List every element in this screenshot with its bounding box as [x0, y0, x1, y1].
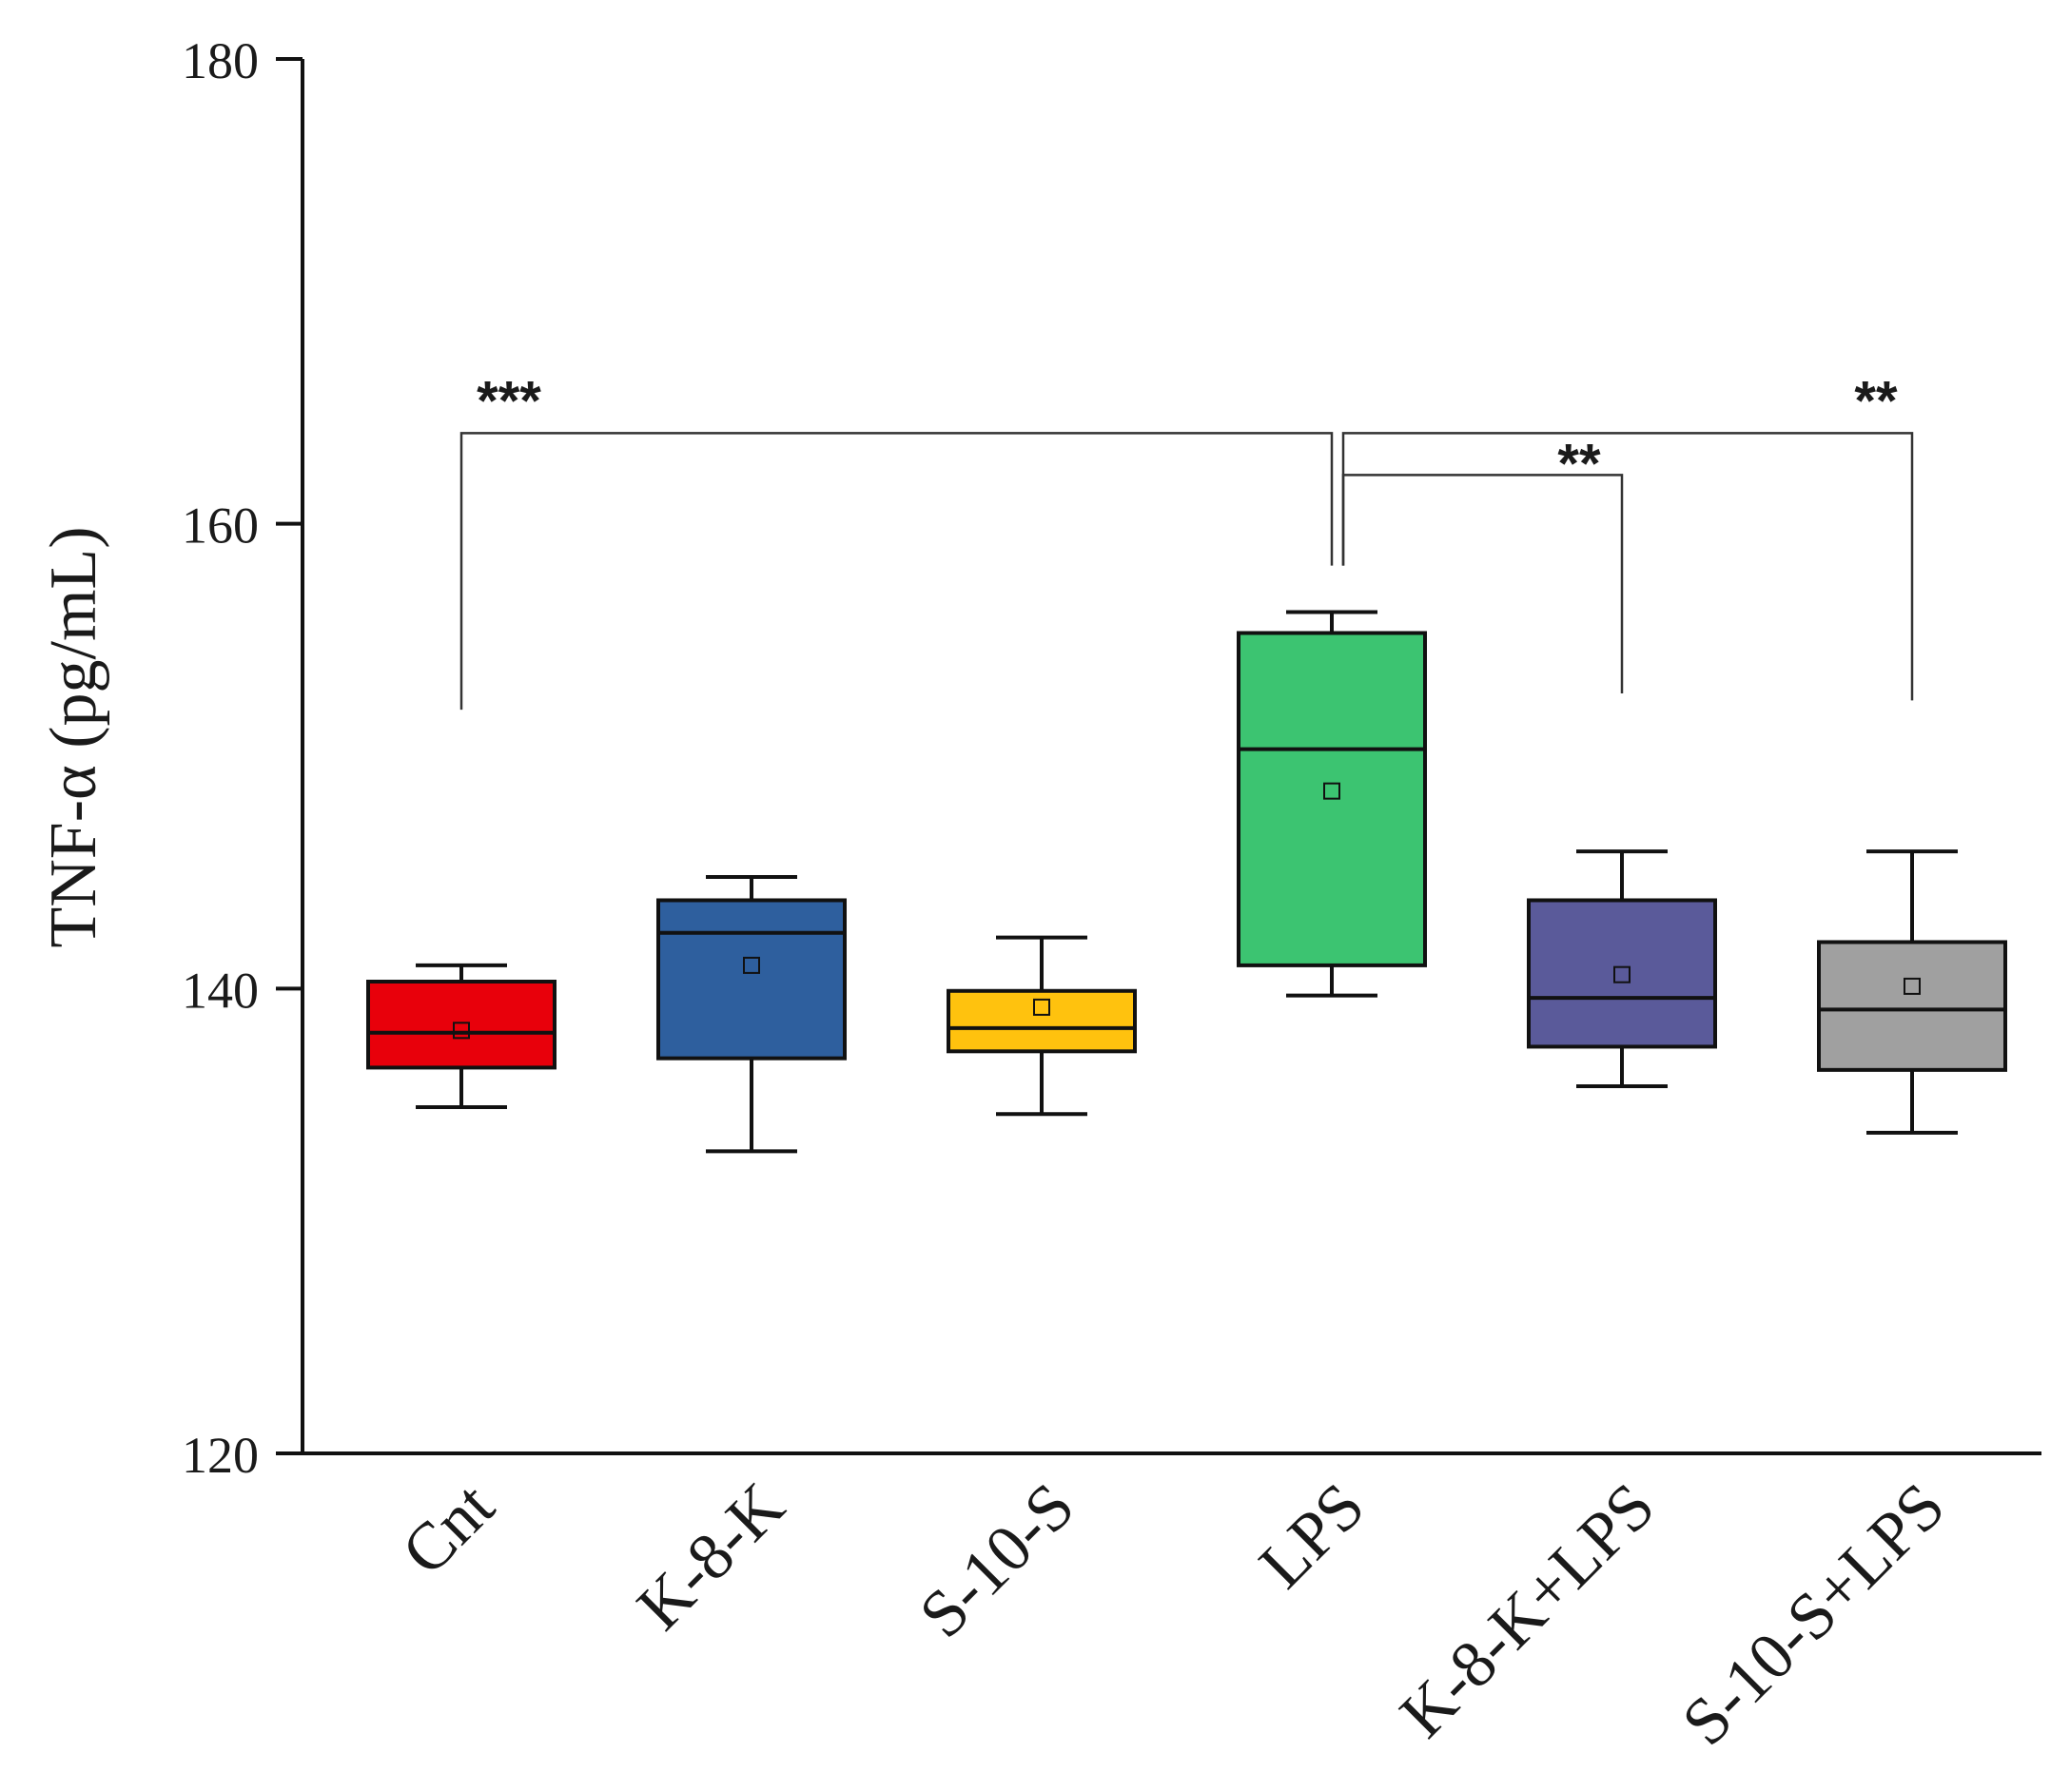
x-category-label: LPS: [1246, 1470, 1379, 1603]
y-tick-label: 160: [182, 497, 259, 555]
y-tick-label: 120: [182, 1427, 259, 1484]
x-category-label: S-10-S: [906, 1470, 1088, 1652]
significance-brackets: *******: [459, 370, 1914, 711]
significance-label: **: [1557, 433, 1601, 495]
x-category-label: Cnt: [388, 1469, 508, 1588]
iqr-box: [947, 988, 1137, 1054]
significance-bracket: ***: [459, 370, 1334, 711]
x-category-label: K-8-K: [624, 1470, 799, 1645]
significance-bracket: **: [1341, 370, 1914, 701]
iqr-box: [366, 980, 557, 1070]
y-tick-label: 180: [182, 32, 259, 89]
mean-marker: [1323, 782, 1340, 800]
box-k-8-k: [656, 875, 847, 1154]
iqr-box: [656, 898, 847, 1061]
boxes: [366, 610, 2007, 1154]
labels: 120 140 160 180 TNF-α (pg/mL) Cnt K-8-K S-10-S L…: [37, 32, 1959, 1760]
y-axis-title: TNF-α (pg/mL): [37, 526, 110, 947]
box-s-10-s-lps: [1817, 849, 2007, 1135]
box-k-8-k-lps: [1527, 849, 1717, 1088]
mean-marker: [743, 956, 760, 974]
mean-marker: [453, 1022, 470, 1040]
box-lps: [1237, 610, 1427, 998]
mean-marker: [1033, 998, 1050, 1016]
axes: [276, 57, 2041, 1455]
iqr-box: [1817, 940, 2007, 1072]
bracket-line: [459, 432, 1334, 711]
significance-label: ***: [477, 370, 541, 432]
significance-label: **: [1854, 370, 1898, 432]
box-cnt: [366, 963, 557, 1109]
iqr-box: [1527, 898, 1717, 1049]
x-category-label: S-10-S+LPS: [1669, 1470, 1959, 1760]
mean-marker: [1613, 965, 1631, 984]
y-tick-label: 140: [182, 962, 259, 1019]
mean-marker: [1904, 977, 1921, 995]
bracket-line: [1341, 432, 1914, 701]
box-s-10-s: [947, 935, 1137, 1117]
x-category-label: K-8-K+LPS: [1386, 1470, 1669, 1752]
